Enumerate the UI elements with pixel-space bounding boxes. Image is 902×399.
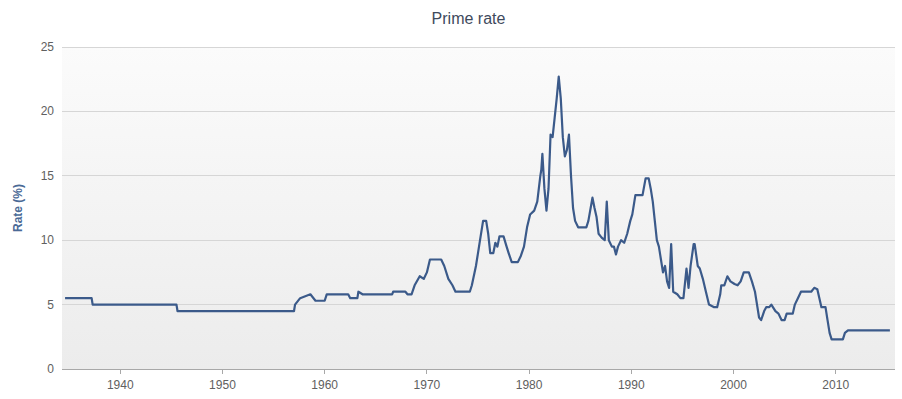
y-tick-label: 0 (47, 362, 54, 376)
x-tick (324, 369, 325, 374)
grid-line (62, 369, 895, 370)
x-tick-label: 2010 (822, 378, 849, 392)
x-tick-label: 1990 (618, 378, 645, 392)
x-tick-label: 1970 (414, 378, 441, 392)
data-line (65, 77, 890, 340)
grid-line (62, 47, 895, 48)
x-tick (529, 369, 530, 374)
x-axis-line (62, 369, 895, 370)
y-tick-label: 20 (41, 104, 55, 118)
y-tick-label: 15 (41, 169, 55, 183)
x-tick-label: 1960 (311, 378, 338, 392)
x-tick (631, 369, 632, 374)
x-tick (120, 369, 121, 374)
x-tick (835, 369, 836, 374)
x-tick (733, 369, 734, 374)
y-axis-label: Rate (%) (11, 184, 25, 232)
plot-area (65, 77, 890, 340)
plot-background (62, 47, 895, 369)
chart: 0 5 10 15 20 25 1940 1950 1960 1970 1980 1990 2000 20… (0, 0, 902, 399)
x-tick-label: 2000 (720, 378, 747, 392)
chart-title: Prime rate (432, 10, 506, 27)
x-tick-label: 1980 (516, 378, 543, 392)
x-tick-label: 1950 (209, 378, 236, 392)
y-tick-label: 10 (41, 233, 55, 247)
y-tick-label: 5 (47, 298, 54, 312)
x-tick (222, 369, 223, 374)
y-tick-label: 25 (41, 40, 55, 54)
x-tick-label: 1940 (107, 378, 134, 392)
x-tick (426, 369, 427, 374)
grid-line (62, 175, 895, 176)
grid-line (62, 240, 895, 241)
grid-line (62, 111, 895, 112)
